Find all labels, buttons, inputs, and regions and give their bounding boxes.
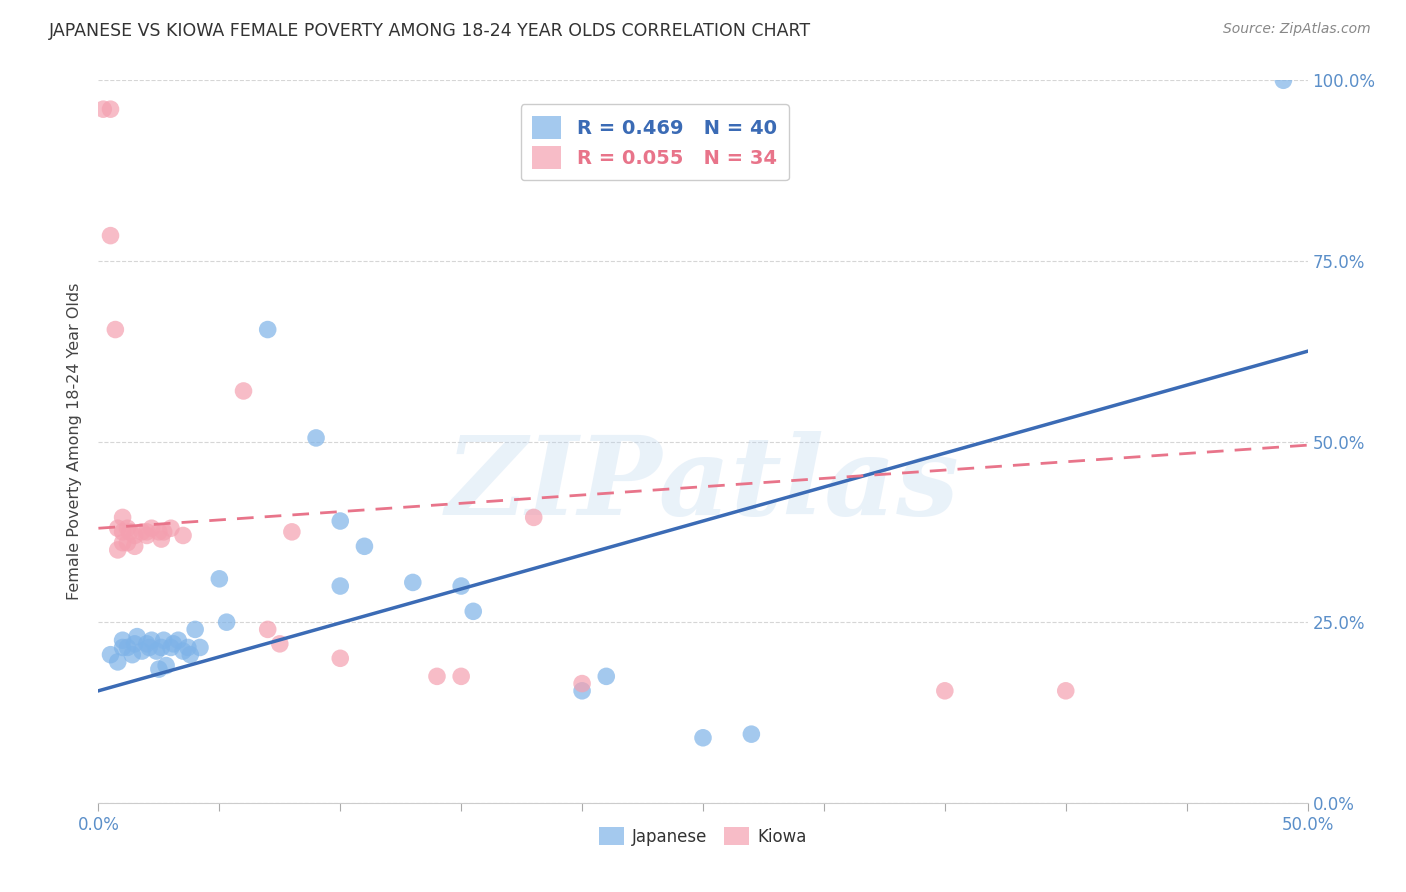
Point — [117, 640, 139, 655]
Point — [111, 524, 134, 539]
Point — [91, 102, 114, 116]
Point — [426, 669, 449, 683]
Text: ZIPatlas: ZIPatlas — [446, 431, 960, 539]
Point — [281, 524, 304, 539]
Point — [184, 623, 207, 637]
Point — [104, 322, 127, 336]
Point — [121, 648, 143, 662]
Point — [269, 637, 291, 651]
Point — [463, 604, 485, 618]
Point — [124, 637, 146, 651]
Point — [740, 727, 762, 741]
Point — [111, 510, 134, 524]
Point — [117, 535, 139, 549]
Point — [232, 384, 254, 398]
Text: JAPANESE VS KIOWA FEMALE POVERTY AMONG 18-24 YEAR OLDS CORRELATION CHART: JAPANESE VS KIOWA FEMALE POVERTY AMONG 1… — [49, 22, 811, 40]
Point — [329, 514, 352, 528]
Point — [256, 623, 278, 637]
Point — [1054, 683, 1077, 698]
Point — [127, 630, 149, 644]
Point — [571, 683, 593, 698]
Point — [172, 644, 194, 658]
Point — [692, 731, 714, 745]
Point — [124, 528, 146, 542]
Point — [135, 528, 157, 542]
Point — [107, 542, 129, 557]
Point — [595, 669, 617, 683]
Point — [353, 539, 375, 553]
Point — [450, 579, 472, 593]
Point — [215, 615, 238, 630]
Point — [177, 640, 200, 655]
Point — [402, 575, 425, 590]
Point — [100, 648, 122, 662]
Point — [172, 528, 194, 542]
Point — [450, 669, 472, 683]
Point — [124, 539, 146, 553]
Point — [160, 521, 183, 535]
Point — [329, 579, 352, 593]
Point — [111, 640, 134, 655]
Point — [571, 676, 593, 690]
Point — [329, 651, 352, 665]
Point — [148, 662, 170, 676]
Point — [188, 640, 211, 655]
Point — [152, 524, 174, 539]
Point — [145, 644, 167, 658]
Point — [135, 524, 157, 539]
Point — [150, 640, 173, 655]
Point — [167, 633, 190, 648]
Point — [1272, 73, 1295, 87]
Point — [152, 633, 174, 648]
Point — [148, 524, 170, 539]
Point — [160, 640, 183, 655]
Point — [107, 521, 129, 535]
Point — [100, 102, 122, 116]
Point — [135, 637, 157, 651]
Point — [117, 521, 139, 535]
Point — [179, 648, 201, 662]
Point — [100, 228, 122, 243]
Point — [131, 524, 153, 539]
Point — [141, 633, 163, 648]
Point — [111, 633, 134, 648]
Point — [111, 535, 134, 549]
Point — [208, 572, 231, 586]
Point — [523, 510, 546, 524]
Point — [155, 658, 177, 673]
Point — [131, 644, 153, 658]
Y-axis label: Female Poverty Among 18-24 Year Olds: Female Poverty Among 18-24 Year Olds — [67, 283, 83, 600]
Text: Source: ZipAtlas.com: Source: ZipAtlas.com — [1223, 22, 1371, 37]
Legend: Japanese, Kiowa: Japanese, Kiowa — [592, 821, 814, 852]
Point — [934, 683, 956, 698]
Point — [107, 655, 129, 669]
Point — [138, 640, 160, 655]
Point — [150, 532, 173, 546]
Point — [162, 637, 184, 651]
Point — [305, 431, 328, 445]
Point — [118, 524, 141, 539]
Point — [141, 521, 163, 535]
Point — [256, 322, 278, 336]
